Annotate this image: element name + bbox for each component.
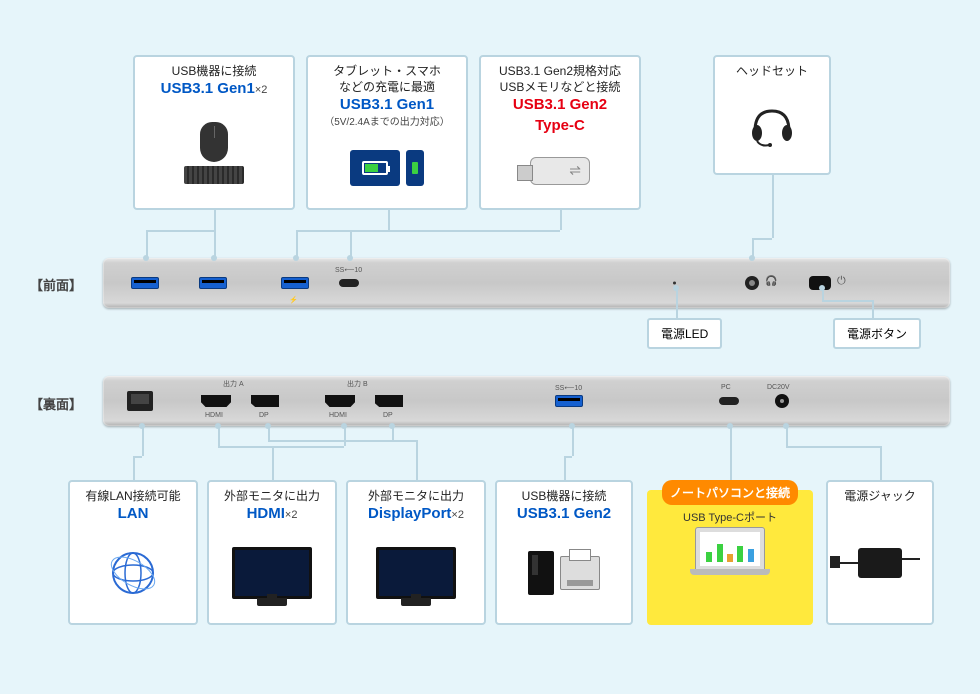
callout-line2: USB3.1 Gen2 [517, 504, 611, 524]
dp1-sub: DP [259, 412, 269, 419]
callout-pc-typec: ノートパソコンと接続 USB Type-Cポート [647, 490, 813, 625]
callout-sub: （5V/2.4Aまでの出力対応） [324, 116, 450, 130]
back-usba-label: SS⟵10 [555, 384, 582, 392]
power-icon: ⏻ [837, 275, 846, 288]
callout-line1: 外部モニタに出力 [224, 488, 320, 504]
front-audio [745, 276, 759, 290]
callout-headset: ヘッドセット [713, 55, 831, 175]
back-dp-2 [375, 395, 403, 407]
callout-line2: DisplayPort×2 [368, 504, 464, 524]
callout-line1b: などの充電に最適 [339, 79, 435, 95]
callout-usbgen2: USB機器に接続 USB3.1 Gen2 [495, 480, 633, 625]
front-usb-a-1 [131, 277, 159, 289]
grp-a-label: 出力 A [223, 379, 244, 389]
lightning-icon: ⚡ [289, 296, 298, 304]
dp2-sub: DP [383, 412, 393, 419]
back-dc-label: DC20V [767, 384, 790, 391]
callout-usb31gen1x2: USB機器に接続 USB3.1 Gen1×2 [133, 55, 295, 210]
tower-icon [528, 551, 554, 595]
hdmi1-sub: HDMI [205, 412, 223, 419]
back-hdmi-2 [325, 395, 355, 407]
headphone-icon: 🎧 [765, 276, 777, 287]
callout-line1: USB機器に接続 [522, 488, 607, 504]
label-power-btn: 電源ボタン [833, 318, 921, 349]
back-hdmi-1 [201, 395, 231, 407]
callout-line1: USB3.1 Gen2規格対応 [499, 63, 621, 79]
callout-powerjack: 電源ジャック [826, 480, 934, 625]
callout-dp: 外部モニタに出力 DisplayPort×2 [346, 480, 486, 625]
tablet-icon [350, 150, 400, 186]
front-label: 【前面】 [30, 275, 82, 294]
device-back: 出力 A HDMI DP 出力 B HDMI DP SS⟵10 PC DC20V [103, 376, 950, 426]
grp-b-label: 出力 B [347, 379, 368, 389]
front-usb-c [339, 279, 359, 287]
callout-line1: 有線LAN接続可能 [85, 488, 180, 504]
monitor-icon [376, 547, 456, 599]
keyboard-icon [184, 166, 244, 184]
back-lan [127, 391, 153, 411]
phone-icon [406, 150, 424, 186]
globe-icon [105, 545, 161, 601]
callout-usb31gen2c: USB3.1 Gen2規格対応 USBメモリなどと接続 USB3.1 Gen2 … [479, 55, 641, 210]
callout-line2: USB3.1 Gen2 [513, 95, 607, 115]
front-usb-a-2 [199, 277, 227, 289]
back-usbc-label: PC [721, 384, 731, 391]
callout-line2: HDMI×2 [247, 504, 298, 524]
callout-usb31gen1charge: タブレット・スマホ などの充電に最適 USB3.1 Gen1 （5V/2.4Aま… [306, 55, 468, 210]
callout-line1: 外部モニタに出力 [368, 488, 464, 504]
front-usbc-label: SS⟵10 [335, 266, 362, 274]
back-dp-1 [251, 395, 279, 407]
mouse-icon [200, 122, 228, 162]
callout-hdmi: 外部モニタに出力 HDMI×2 [207, 480, 337, 625]
callout-line1: タブレット・スマホ [333, 63, 441, 79]
back-label: 【裏面】 [30, 394, 82, 413]
headset-icon [747, 103, 797, 147]
special-header: ノートパソコンと接続 [662, 480, 798, 505]
callout-line2: LAN [118, 504, 149, 524]
special-sub: USB Type-Cポート [683, 509, 777, 525]
callout-line2b: Type-C [535, 116, 585, 136]
front-usb-a-3 [281, 277, 309, 289]
callout-line1: 電源ジャック [844, 488, 915, 504]
hdmi2-sub: HDMI [329, 412, 347, 419]
adapter-icon [858, 548, 902, 578]
back-usb-a [555, 395, 583, 407]
laptop-icon [695, 527, 765, 571]
callout-line1: USB機器に接続 [172, 63, 257, 79]
monitor-icon [232, 547, 312, 599]
label-power-led: 電源LED [647, 318, 722, 349]
callout-line1b: USBメモリなどと接続 [500, 79, 621, 95]
back-dc [775, 394, 789, 408]
usb-plug-icon [530, 157, 590, 185]
callout-line2: USB3.1 Gen1 [340, 95, 434, 115]
printer-icon [560, 556, 600, 590]
back-usb-c [719, 397, 739, 405]
callout-line2: USB3.1 Gen1×2 [161, 79, 268, 99]
callout-line1: ヘッドセット [736, 63, 808, 79]
callout-lan: 有線LAN接続可能 LAN [68, 480, 198, 625]
